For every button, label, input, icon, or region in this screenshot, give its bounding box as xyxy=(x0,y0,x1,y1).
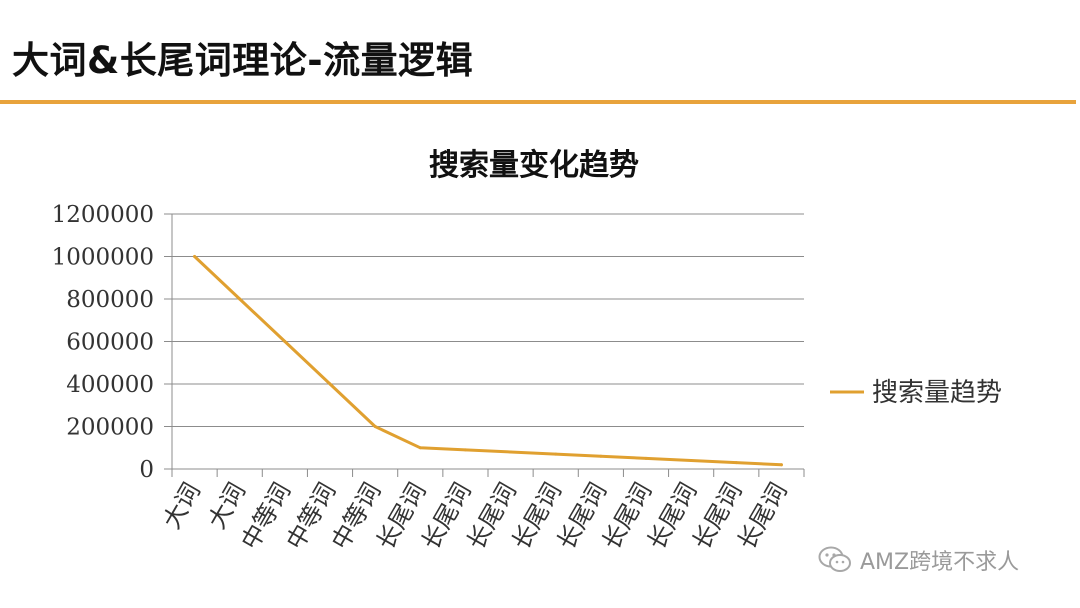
x-tick-label: 大词 xyxy=(158,478,206,534)
data-point xyxy=(373,425,377,428)
data-point xyxy=(328,382,332,386)
y-axis-tick-labels: 0 200000 400000 600000 800000 1000000 1200000 xyxy=(52,202,154,483)
chart-title: 搜索量变化趋势 xyxy=(429,148,639,183)
series-lines xyxy=(193,255,783,467)
data-point xyxy=(599,454,603,458)
title-divider xyxy=(0,100,1076,104)
y-tick-label: 1200000 xyxy=(52,202,154,228)
wechat-icon xyxy=(818,546,851,572)
data-point xyxy=(779,463,783,467)
data-point xyxy=(644,456,648,460)
y-tick-label: 0 xyxy=(139,457,154,483)
data-point xyxy=(418,446,422,450)
data-point xyxy=(689,459,693,462)
slide-title: 大词&长尾词理论-流量逻辑 xyxy=(12,39,474,82)
y-tick-label: 800000 xyxy=(66,287,154,313)
axes xyxy=(164,213,805,477)
y-tick-label: 200000 xyxy=(66,415,154,441)
watermark: AMZ跨境不求人 xyxy=(818,544,1019,576)
y-tick-label: 1000000 xyxy=(52,245,154,271)
data-point xyxy=(238,297,242,301)
data-point xyxy=(283,340,287,343)
data-point xyxy=(193,255,197,258)
gridlines xyxy=(172,213,804,427)
y-tick-label: 400000 xyxy=(66,372,154,398)
data-point xyxy=(509,450,513,454)
legend-label: 搜索量趋势 xyxy=(872,378,1002,408)
data-point xyxy=(734,461,738,465)
y-tick-label: 600000 xyxy=(66,330,154,356)
data-point xyxy=(554,452,558,456)
series-line xyxy=(193,255,783,467)
legend: 搜索量趋势 xyxy=(830,378,1002,408)
watermark-text: AMZ跨境不求人 xyxy=(860,550,1020,575)
data-point xyxy=(463,448,467,452)
